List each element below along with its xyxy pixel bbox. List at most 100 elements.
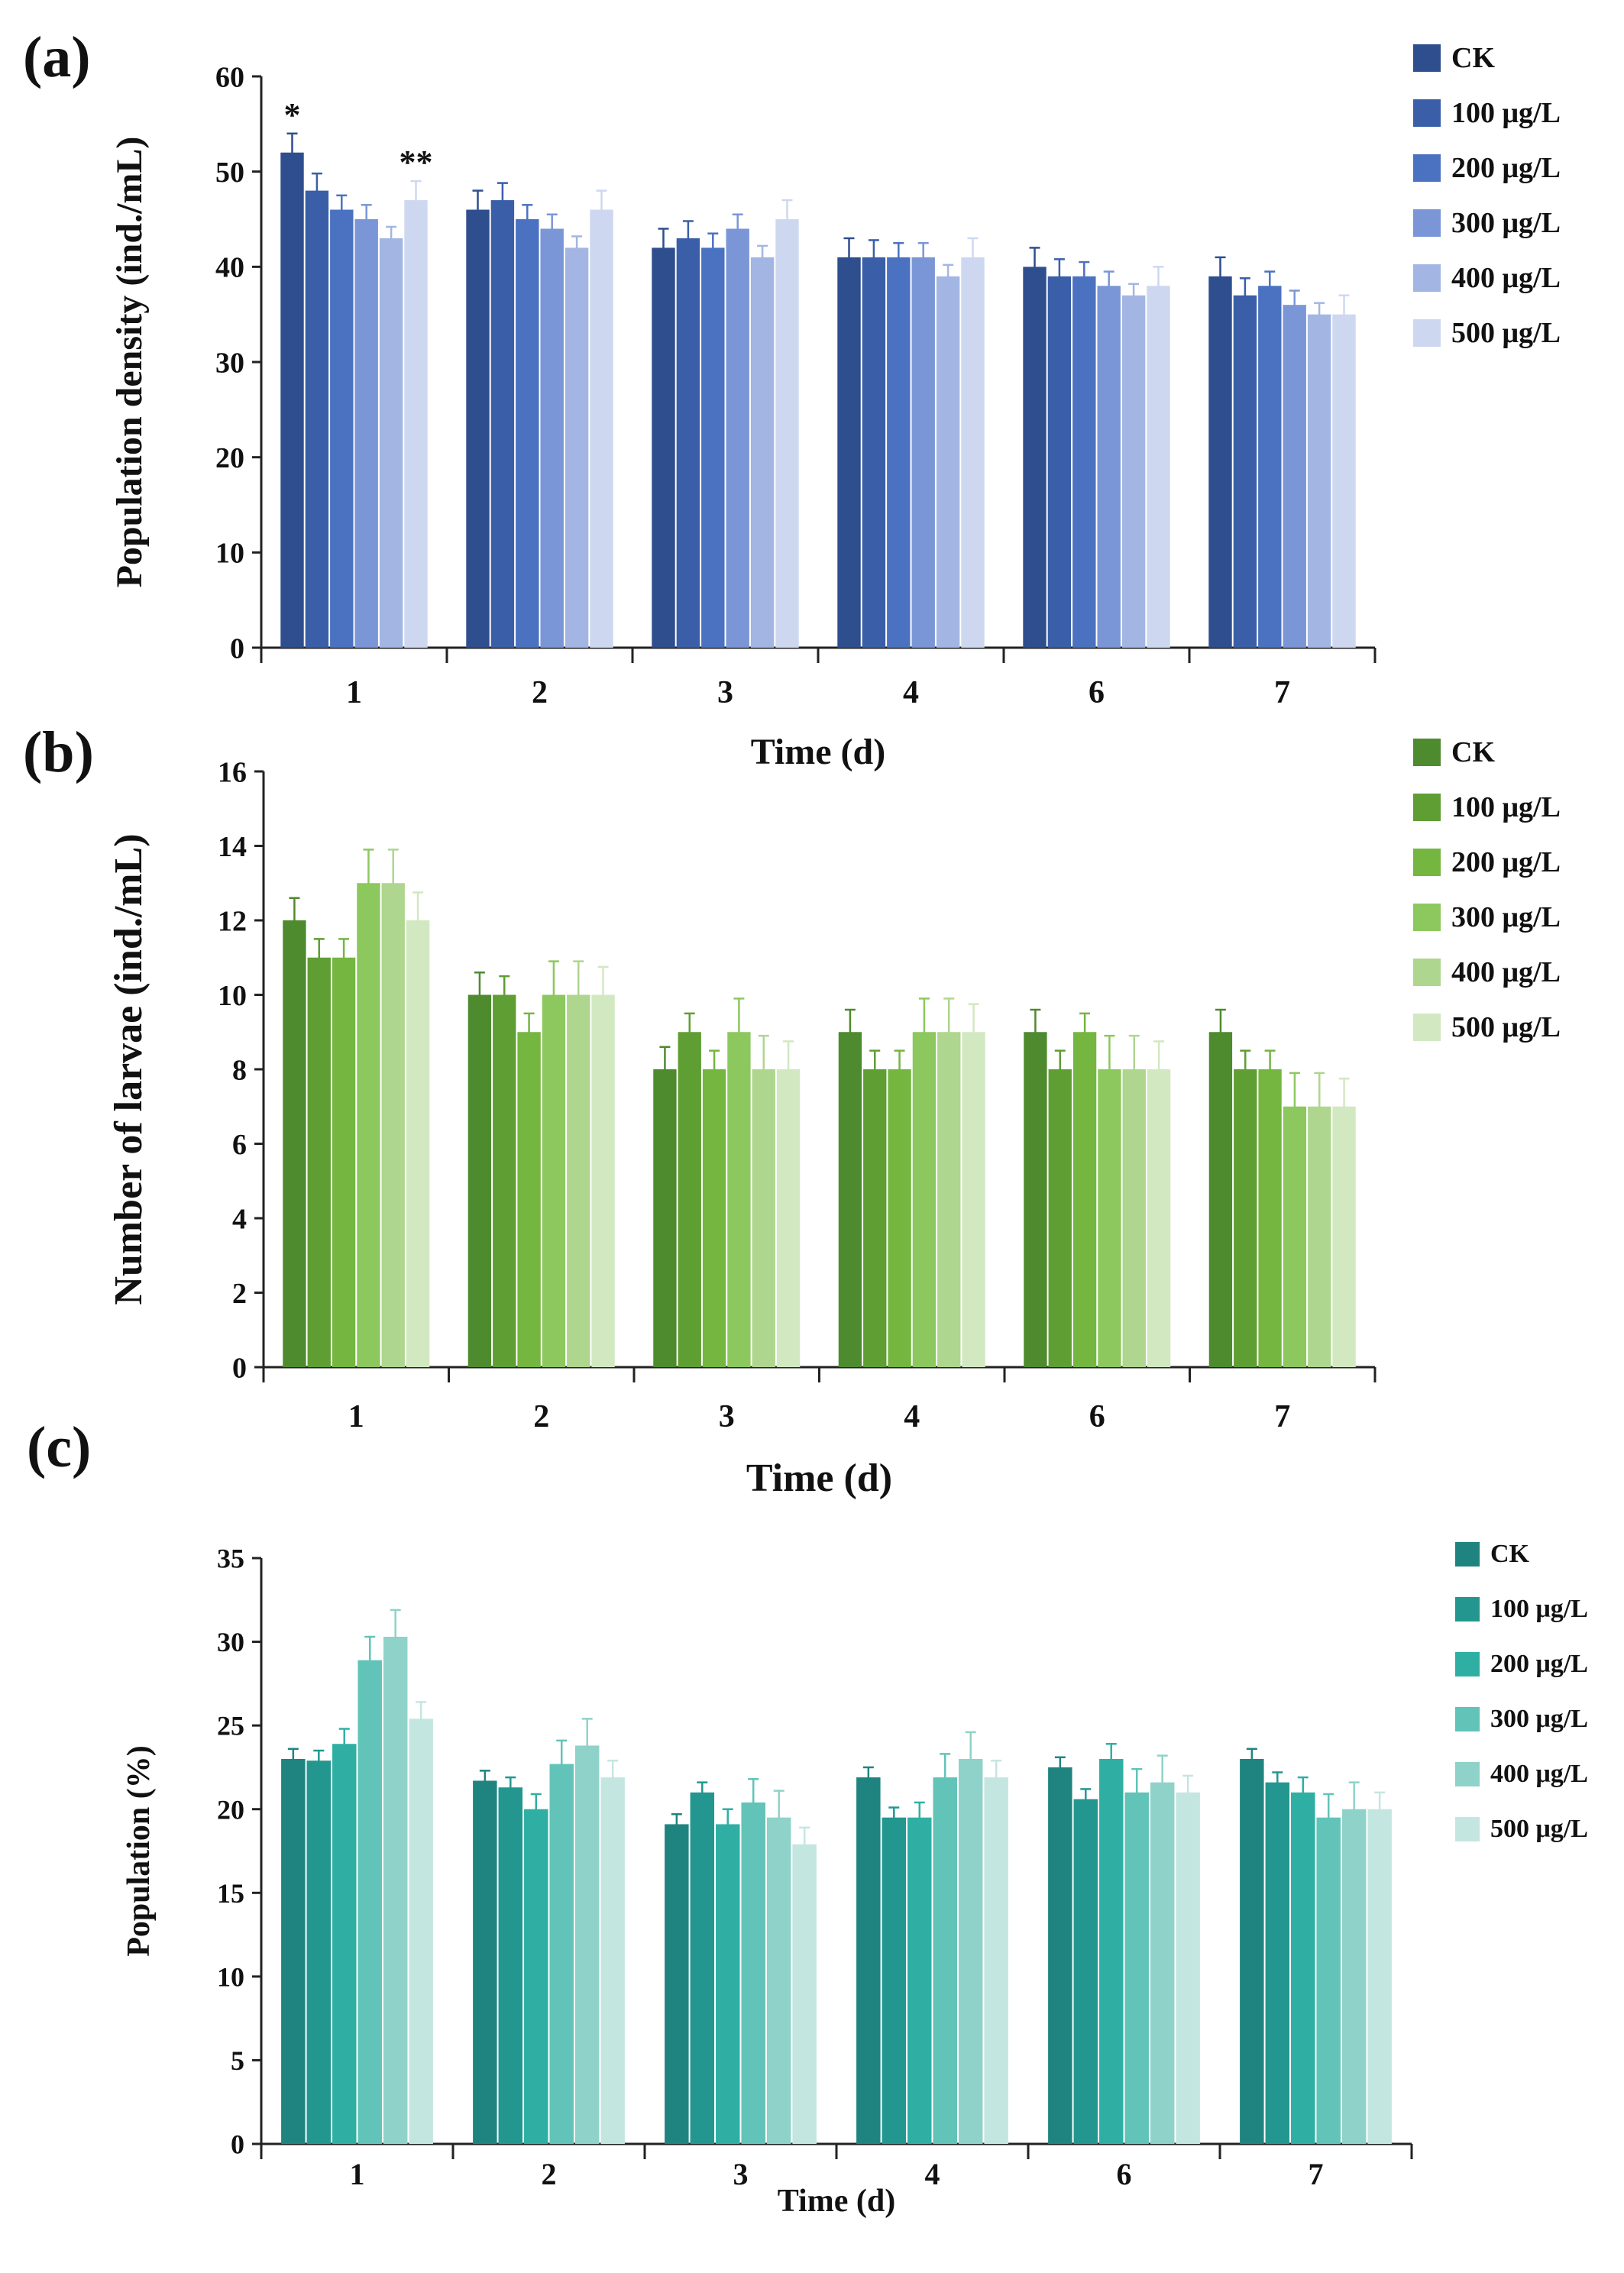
legend-swatch: [1413, 154, 1441, 182]
x-tick-label: 4: [904, 1399, 920, 1434]
bar: [775, 219, 799, 648]
bar: [1072, 276, 1096, 648]
bar: [1072, 1032, 1097, 1367]
bar: [792, 1844, 817, 2144]
legend-label: 200 μg/L: [1451, 846, 1561, 878]
bar: [357, 883, 380, 1367]
bar: [409, 1718, 433, 2144]
bar: [490, 200, 515, 648]
bar: [1073, 1799, 1098, 2144]
bar: [354, 219, 378, 648]
legend-swatch: [1455, 1817, 1480, 1841]
legend-label: 400 μg/L: [1490, 1760, 1588, 1788]
bar: [1258, 286, 1282, 648]
bar: [1048, 1069, 1072, 1367]
bar: [933, 1777, 957, 2144]
y-tick-label: 40: [215, 252, 244, 284]
bar: [281, 1758, 306, 2144]
bar: [498, 1787, 523, 2144]
bar: [1234, 1069, 1257, 1367]
legend: CK 100 μg/L 200 μg/L 300 μg/L 400 μg/L 500 μg…: [1413, 736, 1561, 1043]
y-tick-label: 0: [232, 1352, 247, 1384]
bar: [750, 257, 775, 648]
y-tick-label: 50: [215, 157, 244, 189]
y-tick-label: 25: [217, 1711, 244, 1741]
bar: [653, 1069, 677, 1367]
y-tick-label: 60: [215, 61, 244, 93]
legend-label: 100 μg/L: [1451, 97, 1561, 129]
bar: [332, 1744, 357, 2144]
y-axis-label: Population density (ind./mL): [109, 137, 150, 588]
bar: [766, 1817, 791, 2144]
bar: [383, 1636, 408, 2144]
bar: [1283, 1106, 1307, 1367]
x-tick-label: 2: [532, 675, 548, 710]
bar: [882, 1817, 907, 2144]
bar: [330, 209, 354, 648]
y-tick-label: 30: [217, 1627, 244, 1657]
y-tick-label: 2: [232, 1278, 247, 1310]
bar: [406, 920, 430, 1367]
legend-label: 500 μg/L: [1451, 317, 1561, 349]
bar: [907, 1817, 932, 2144]
bar: [307, 957, 331, 1367]
bar: [381, 883, 405, 1367]
bar: [1150, 1782, 1175, 2144]
bar: [306, 1761, 332, 2144]
y-tick-label: 35: [217, 1544, 244, 1574]
y-axis-label: Population (%): [121, 1745, 157, 1957]
x-tick-label: 3: [717, 675, 733, 710]
legend-swatch: [1413, 99, 1441, 127]
bar: [1307, 314, 1331, 648]
bar: [856, 1777, 881, 2144]
y-tick-label: 8: [232, 1054, 247, 1086]
bar: [404, 200, 428, 648]
legend-label: 500 μg/L: [1490, 1815, 1588, 1843]
bar: [1099, 1758, 1124, 2144]
legend-swatch: [1455, 1707, 1480, 1731]
y-tick-label: 20: [215, 442, 244, 474]
y-tick-label: 14: [218, 831, 247, 863]
legend-label: CK: [1451, 42, 1495, 74]
bar: [863, 1069, 887, 1367]
legend-label: 300 μg/L: [1451, 901, 1561, 933]
panel-label: (a): [23, 25, 91, 89]
bar: [305, 190, 329, 648]
bar: [1316, 1817, 1341, 2144]
legend-label: 300 μg/L: [1490, 1705, 1588, 1733]
bar: [1283, 305, 1306, 648]
bar: [1308, 1106, 1331, 1367]
y-tick-label: 30: [215, 347, 244, 379]
y-tick-label: 4: [232, 1203, 247, 1235]
bar: [776, 1069, 801, 1367]
legend-label: 300 μg/L: [1451, 207, 1561, 239]
bar: [727, 1032, 751, 1367]
bar: [540, 228, 564, 648]
bar: [1121, 295, 1146, 648]
bar: [1367, 1809, 1392, 2144]
bar: [752, 1069, 775, 1367]
legend-swatch: [1413, 44, 1441, 72]
x-tick-label: 3: [719, 1399, 735, 1434]
legend-swatch: [1455, 1597, 1480, 1621]
legend-swatch: [1413, 794, 1441, 821]
bar: [1098, 1069, 1121, 1367]
legend-label: CK: [1451, 736, 1495, 768]
x-tick-label: 4: [925, 2157, 940, 2191]
bar: [888, 1069, 911, 1367]
bar: [741, 1802, 765, 2144]
bar: [838, 1032, 862, 1367]
bar: [1048, 1767, 1072, 2144]
legend-label: 500 μg/L: [1451, 1011, 1561, 1043]
y-tick-label: 0: [230, 632, 244, 664]
x-tick-label: 2: [533, 1399, 549, 1434]
y-tick-label: 15: [217, 1878, 244, 1909]
y-tick-label: 16: [218, 756, 247, 788]
legend-swatch: [1413, 904, 1441, 931]
significance-mark: *: [284, 96, 301, 134]
bar: [701, 247, 725, 648]
legend-swatch: [1413, 319, 1441, 347]
